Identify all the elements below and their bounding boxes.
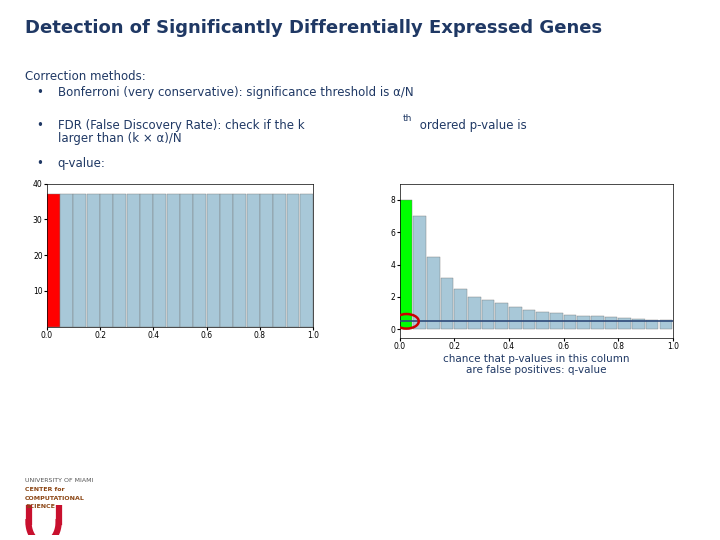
Bar: [220, 194, 233, 327]
Bar: [495, 303, 508, 329]
Bar: [300, 194, 312, 327]
Bar: [536, 312, 549, 329]
Bar: [274, 194, 286, 327]
Bar: [577, 315, 590, 329]
Bar: [180, 194, 193, 327]
Bar: [127, 194, 140, 327]
Text: Detection of Significantly Differentially Expressed Genes: Detection of Significantly Differentiall…: [25, 19, 603, 37]
Bar: [618, 318, 631, 329]
Text: larger than (k × α)/N: larger than (k × α)/N: [58, 132, 181, 145]
Bar: [454, 289, 467, 329]
Bar: [73, 194, 86, 327]
Text: FDR (False Discovery Rate): check if the k: FDR (False Discovery Rate): check if the…: [58, 119, 305, 132]
Bar: [193, 194, 206, 327]
Text: •: •: [36, 86, 43, 99]
Text: •: •: [36, 119, 43, 132]
Bar: [660, 321, 672, 329]
Bar: [605, 317, 617, 329]
Bar: [246, 194, 259, 327]
Text: chance that p-values in this column
are false positives: q-value: chance that p-values in this column are …: [443, 354, 630, 375]
Bar: [287, 194, 300, 327]
Bar: [646, 320, 658, 329]
Text: Correction methods:: Correction methods:: [25, 70, 146, 83]
Bar: [153, 194, 166, 327]
Bar: [468, 297, 480, 329]
Bar: [632, 319, 644, 329]
Bar: [427, 256, 439, 329]
Bar: [441, 278, 453, 329]
Text: •: •: [36, 157, 43, 170]
Text: th: th: [403, 114, 413, 124]
Bar: [509, 307, 521, 329]
Text: UNIVERSITY OF MIAMI: UNIVERSITY OF MIAMI: [25, 478, 94, 483]
Bar: [47, 194, 60, 327]
Bar: [523, 310, 535, 329]
Bar: [233, 194, 246, 327]
Bar: [60, 194, 73, 327]
Bar: [87, 194, 99, 327]
Bar: [564, 315, 576, 329]
Bar: [482, 300, 494, 329]
Bar: [100, 194, 113, 327]
Bar: [591, 316, 603, 329]
Bar: [413, 216, 426, 329]
Bar: [260, 194, 273, 327]
Text: q-value:: q-value:: [58, 157, 105, 170]
Bar: [207, 194, 220, 327]
Text: Bonferroni (very conservative): significance threshold is α/N: Bonferroni (very conservative): signific…: [58, 86, 413, 99]
Text: CENTER for: CENTER for: [25, 487, 65, 492]
Bar: [114, 194, 126, 327]
Text: COMPUTATIONAL: COMPUTATIONAL: [25, 496, 85, 501]
Bar: [550, 313, 562, 329]
Bar: [400, 200, 412, 329]
Bar: [167, 194, 179, 327]
Text: ordered p-value is: ordered p-value is: [416, 119, 527, 132]
Text: SCIENCE: SCIENCE: [25, 504, 55, 509]
Bar: [140, 194, 153, 327]
